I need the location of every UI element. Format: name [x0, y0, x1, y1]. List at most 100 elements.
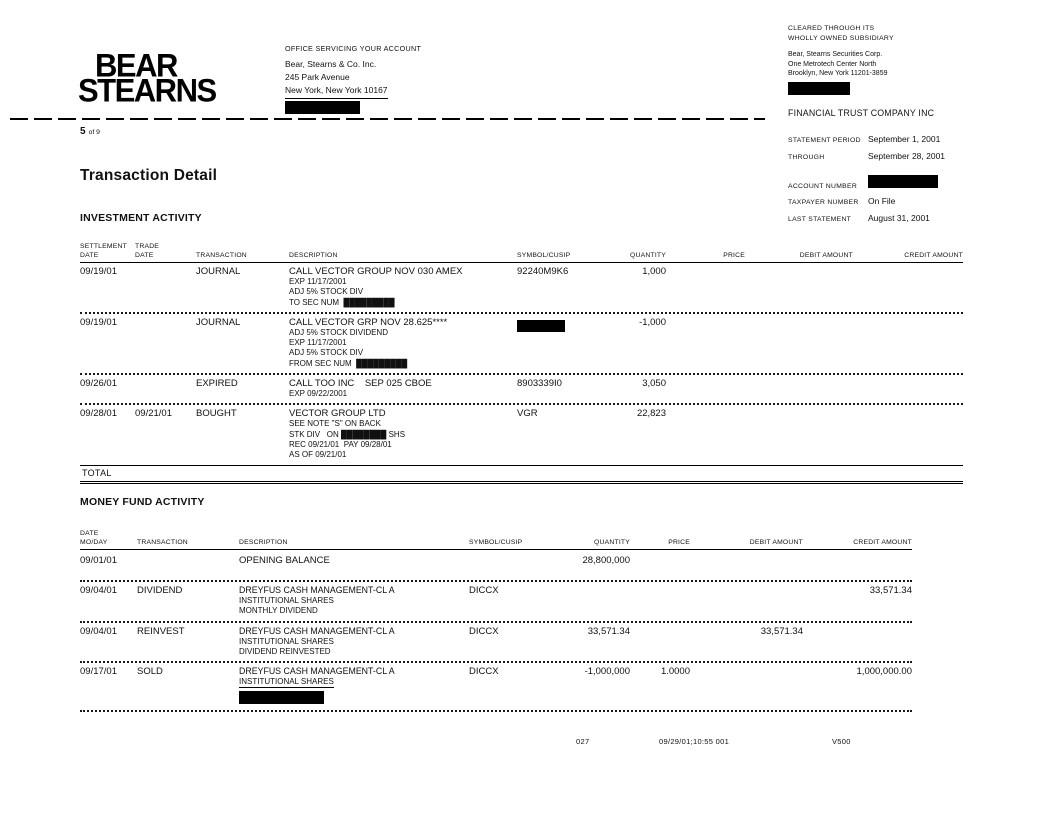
credit-amount: 1,000,000.00 — [856, 666, 912, 678]
page-number-value: 5 — [80, 126, 86, 137]
settlement-date: 09/28/01 — [80, 408, 117, 420]
quantity: 3,050 — [642, 378, 666, 390]
quantity: -1,000 — [639, 316, 666, 328]
page-title: Transaction Detail — [80, 167, 218, 184]
symbol — [517, 317, 600, 335]
transaction-type: DIVIDEND — [137, 585, 183, 596]
row-separator — [80, 661, 912, 664]
investment-activity-title: INVESTMENT ACTIVITY — [80, 212, 202, 224]
symbol: DICCX — [469, 625, 499, 637]
col-settlement-date: SETTLEMENT DATE — [80, 243, 127, 259]
subsidiary-line-2: One Metrotech Center North — [788, 60, 877, 68]
page-number: 5 of 9 — [80, 126, 100, 137]
investment-table-header: SETTLEMENT DATE TRADE DATE TRANSACTION DES… — [80, 243, 963, 263]
transaction-type: BOUGHT — [196, 408, 237, 420]
quantity: 22,823 — [636, 408, 666, 420]
settlement-date: 09/19/01 — [80, 316, 117, 328]
col-quantity: QUANTITY — [594, 538, 630, 546]
account-number-row: ACCOUNT NUMBER — [788, 174, 1050, 190]
last-statement-row: LAST STATEMENT August 31, 2001 — [788, 213, 1050, 223]
price: 1.0000 — [660, 666, 690, 678]
table-row: 09/28/01 09/21/01 BOUGHT VECTOR GROUP LT… — [80, 405, 963, 464]
row-separator — [80, 403, 963, 406]
subsidiary-redaction-bar — [788, 81, 850, 95]
col-symbol-cusip: SYMBOL/CUSIP — [517, 251, 571, 259]
transaction-type: SOLD — [137, 666, 163, 678]
description: DREYFUS CASH MANAGEMENT-CL A INSTITUTION… — [239, 625, 395, 656]
logo-line-1: BEAR — [95, 47, 178, 84]
subsidiary-line-1: Bear, Stearns Securities Corp. — [788, 51, 883, 58]
bear-stearns-logo: BEAR STEARNS — [78, 47, 217, 109]
description: CALL VECTOR GRP NOV 28.625**** ADJ 5% ST… — [289, 316, 448, 368]
col-trade-date: TRADE DATE — [135, 243, 160, 259]
table-row: 09/04/01 DIVIDEND DREYFUS CASH MANAGEMEN… — [80, 582, 912, 621]
col-credit-amount: CREDIT AMOUNT — [904, 251, 963, 259]
symbol: DICCX — [469, 666, 499, 678]
table-row: 09/19/01 JOURNAL CALL VECTOR GROUP NOV 0… — [80, 263, 963, 312]
footer-version: V500 — [832, 737, 851, 746]
col-quantity: QUANTITY — [630, 251, 666, 259]
table-row: 09/19/01 JOURNAL CALL VECTOR GRP NOV 28.… — [80, 314, 963, 373]
symbol: DICCX — [469, 585, 499, 596]
table-row: 09/01/01 OPENING BALANCE 28,800,000 — [80, 550, 912, 580]
account-number-redaction-bar — [868, 174, 938, 188]
page-of-total: of 9 — [88, 129, 100, 136]
statement-period-value: September 1, 2001 — [868, 134, 941, 144]
row-separator — [80, 580, 912, 582]
description: CALL TOO INC SEP 025 CBOE EXP 09/22/2001 — [289, 378, 432, 399]
symbol-redaction-bar — [517, 319, 565, 332]
symbol: 8903339I0 — [517, 378, 562, 390]
transaction-type: JOURNAL — [196, 316, 241, 328]
row-separator — [80, 373, 963, 376]
col-debit-amount: DEBIT AMOUNT — [799, 251, 853, 259]
account-number-label: ACCOUNT NUMBER — [788, 182, 858, 190]
through-label: THROUGH — [788, 153, 825, 161]
money-fund-activity-table: DATE MO/DAY TRANSACTION DESCRIPTION SYMBO… — [80, 530, 912, 713]
date: 09/01/01 — [80, 555, 117, 566]
table-row: 09/26/01 EXPIRED CALL TOO INC SEP 025 CB… — [80, 375, 963, 403]
col-description: DESCRIPTION — [239, 538, 288, 546]
servicing-office-block: OFFICE SERVICING YOUR ACCOUNT Bear, Stea… — [285, 42, 421, 114]
transaction-type: JOURNAL — [196, 266, 241, 277]
money-fund-table-header: DATE MO/DAY TRANSACTION DESCRIPTION SYMBO… — [80, 530, 912, 550]
footer-timestamp: 09/29/01;10:55 001 — [659, 737, 730, 746]
date: 09/04/01 — [80, 585, 117, 596]
statement-period-row: STATEMENT PERIOD September 1, 2001 — [788, 134, 1050, 144]
description: OPENING BALANCE — [239, 555, 330, 566]
table-bottom-rule — [80, 480, 963, 484]
header-divider-line — [10, 118, 765, 120]
date: 09/04/01 — [80, 625, 117, 637]
taxpayer-number-row: TAXPAYER NUMBER On File — [788, 196, 1050, 206]
money-fund-activity-title: MONEY FUND ACTIVITY — [80, 496, 205, 508]
row-separator — [80, 620, 912, 623]
col-date-moday: DATE MO/DAY — [80, 530, 108, 546]
cleared-line-1: CLEARED THROUGH ITS — [788, 25, 875, 32]
table-row: 09/04/01 REINVEST DREYFUS CASH MANAGEMEN… — [80, 623, 912, 662]
quantity: 1,000 — [642, 266, 666, 277]
quantity: 33,571.34 — [587, 625, 630, 637]
statement-info-block: STATEMENT PERIOD September 1, 2001 THROU… — [788, 134, 1050, 229]
office-label: OFFICE SERVICING YOUR ACCOUNT — [285, 44, 422, 53]
description-redaction-bar — [239, 691, 324, 705]
col-credit-amount: CREDIT AMOUNT — [853, 538, 912, 546]
description: DREYFUS CASH MANAGEMENT-CL A INSTITUTION… — [239, 585, 395, 616]
table-row: 09/17/01 SOLD DREYFUS CASH MANAGEMENT-CL… — [80, 663, 912, 710]
last-statement-value: August 31, 2001 — [868, 212, 930, 223]
debit-amount: 33,571.34 — [760, 625, 803, 637]
quantity: -1,000,000 — [584, 666, 630, 678]
description: DREYFUS CASH MANAGEMENT-CL A INSTITUTION… — [239, 666, 469, 706]
symbol: VGR — [517, 408, 538, 420]
date: 09/17/01 — [80, 666, 117, 678]
office-redaction-bar — [285, 101, 360, 114]
description: VECTOR GROUP LTD SEE NOTE "S" ON BACK ST… — [289, 408, 406, 460]
col-symbol-cusip: SYMBOL/CUSIP — [469, 538, 523, 546]
transaction-type: REINVEST — [137, 625, 185, 637]
logo-line-2: STEARNS — [78, 72, 217, 109]
settlement-date: 09/19/01 — [80, 266, 117, 277]
col-debit-amount: DEBIT AMOUNT — [749, 538, 803, 546]
settlement-date: 09/26/01 — [80, 378, 117, 390]
quantity: 28,800,000 — [582, 555, 630, 566]
investment-activity-table: SETTLEMENT DATE TRADE DATE TRANSACTION DES… — [80, 243, 963, 484]
col-transaction: TRANSACTION — [196, 251, 247, 259]
